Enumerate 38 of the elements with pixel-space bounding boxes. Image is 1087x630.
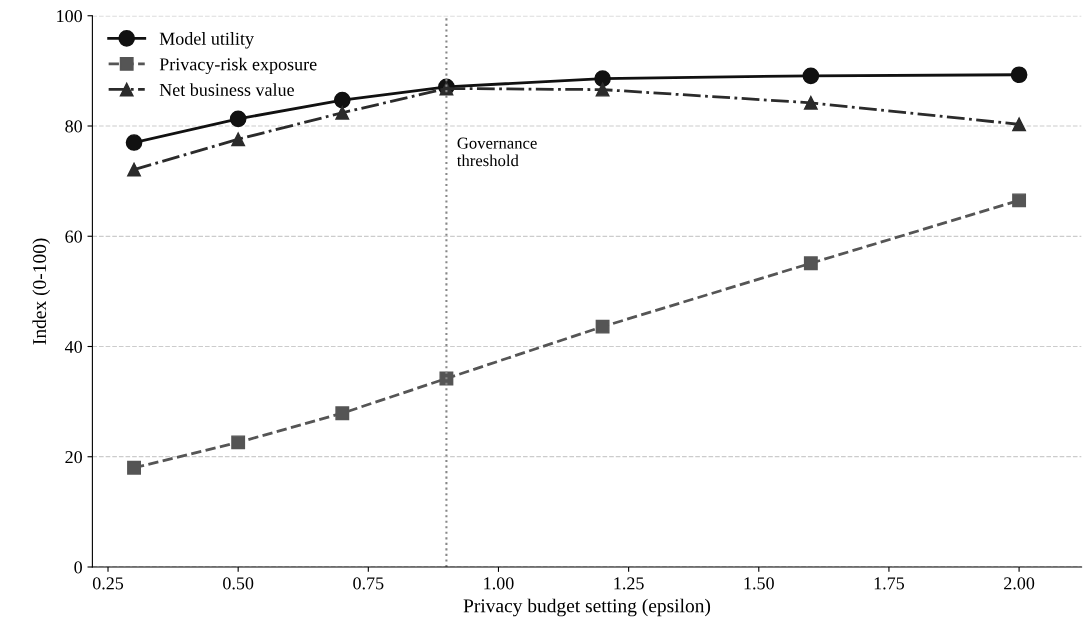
- y-axis-title: Index (0-100): [32, 238, 51, 345]
- x-tick-label: 1.00: [484, 577, 514, 590]
- y-tick-label: 40: [64, 340, 82, 353]
- x-tick-label: 2.00: [1004, 577, 1035, 590]
- y-tick-label: 0: [74, 561, 82, 574]
- x-axis-title: Privacy budget setting (epsilon): [463, 598, 711, 617]
- legend-label: Net business value: [159, 83, 294, 96]
- point: [595, 82, 610, 97]
- point: [229, 110, 247, 128]
- point: [231, 132, 246, 147]
- point: [1012, 117, 1027, 132]
- point: [231, 435, 246, 450]
- point: [335, 406, 350, 421]
- point: [595, 319, 610, 334]
- point: [1010, 66, 1028, 84]
- x-tick-label: 0.50: [223, 577, 254, 590]
- y-tick-label: 80: [65, 120, 82, 133]
- point: [127, 162, 141, 177]
- point: [1012, 193, 1027, 208]
- point: [803, 95, 818, 110]
- point: [125, 134, 143, 151]
- y-tick-label: 60: [65, 230, 82, 243]
- point: [335, 105, 350, 120]
- x-tick-label: 1.50: [744, 577, 774, 590]
- point: [127, 460, 141, 475]
- point: [803, 256, 818, 271]
- y-tick-label: 100: [57, 10, 82, 23]
- ref-line-label: Governance threshold: [456, 137, 537, 167]
- point: [594, 70, 611, 87]
- x-tick-label: 1.25: [614, 577, 644, 590]
- x-tick-label: 0.75: [353, 577, 384, 590]
- point: [333, 91, 351, 109]
- x-tick-label: 1.75: [874, 577, 905, 590]
- y-tick-label: 20: [65, 451, 82, 464]
- x-tick-label: 0.25: [92, 577, 124, 590]
- legend-label: Privacy-risk exposure: [159, 57, 317, 75]
- point: [802, 67, 820, 85]
- legend-label: Model utility: [159, 32, 254, 49]
